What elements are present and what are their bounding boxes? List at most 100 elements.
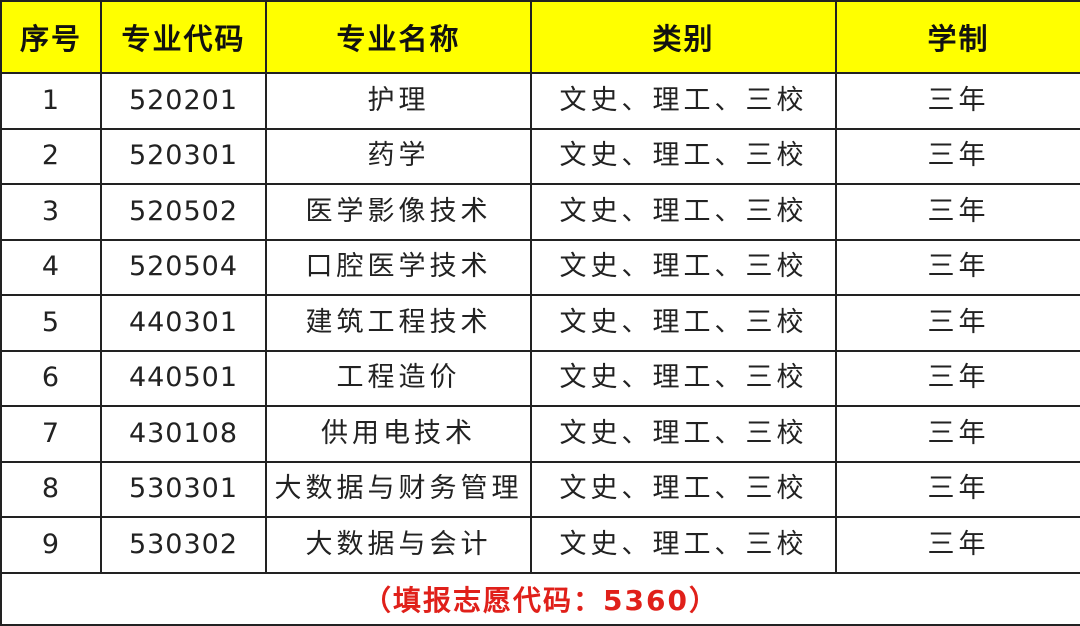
cell-text: 大数据与会计 [305, 528, 492, 560]
cell-text: 文史、理工、三校 [559, 195, 808, 227]
table-cell: 口腔医学技术 [265, 238, 532, 296]
table-cell: 三年 [835, 72, 1080, 130]
cell-text: 530302 [128, 528, 239, 560]
table-cell: 三年 [835, 127, 1080, 185]
table-cell: 文史、理工、三校 [530, 460, 837, 518]
table-cell: 三年 [835, 183, 1080, 241]
table-cell: 2 [0, 127, 102, 185]
cell-text: 三年 [927, 195, 990, 227]
cell-text: 9 [41, 528, 61, 560]
cell-text: 三年 [927, 306, 990, 338]
table-cell: 520504 [100, 238, 267, 296]
cell-text: 文史、理工、三校 [559, 251, 808, 283]
table-row: 4 520504 口腔医学技术 文史、理工、三校 三年 [0, 238, 1080, 296]
cell-text: 文史、理工、三校 [559, 362, 808, 394]
cell-text: 文史、理工、三校 [559, 306, 808, 338]
table-cell: 7 [0, 405, 102, 463]
cell-text: 7 [41, 417, 61, 449]
table-cell: 文史、理工、三校 [530, 72, 837, 130]
table-row: 2 520301 药学 文史、理工、三校 三年 [0, 127, 1080, 185]
cell-text: 文史、理工、三校 [559, 84, 808, 116]
cell-text: 供用电技术 [321, 417, 476, 449]
cell-text: 三年 [927, 528, 990, 560]
cell-text: 440301 [128, 306, 239, 338]
table-cell: 文史、理工、三校 [530, 183, 837, 241]
table-cell: 供用电技术 [265, 405, 532, 463]
cell-text: 三年 [927, 417, 990, 449]
header-cell: 序号 [0, 0, 102, 74]
footer-note: （填报志愿代码：5360） [0, 571, 1080, 626]
table-cell: 大数据与会计 [265, 516, 532, 574]
cell-text: 医学影像技术 [305, 195, 492, 227]
table-cell: 520301 [100, 127, 267, 185]
table-cell: 520502 [100, 183, 267, 241]
cell-text: 6 [41, 362, 61, 394]
header-cell: 专业代码 [100, 0, 267, 74]
table-cell: 文史、理工、三校 [530, 127, 837, 185]
table-cell: 530302 [100, 516, 267, 574]
cell-text: 口腔医学技术 [305, 251, 492, 283]
table-cell: 文史、理工、三校 [530, 516, 837, 574]
table-cell: 药学 [265, 127, 532, 185]
cell-text: 文史、理工、三校 [559, 528, 808, 560]
table-row: 7 430108 供用电技术 文史、理工、三校 三年 [0, 405, 1080, 463]
table-cell: 430108 [100, 405, 267, 463]
cell-text: 2 [41, 140, 61, 172]
table-row: 6 440501 工程造价 文史、理工、三校 三年 [0, 349, 1080, 407]
table-cell: 440501 [100, 349, 267, 407]
cell-text: 5 [41, 306, 61, 338]
table-row: 5 440301 建筑工程技术 文史、理工、三校 三年 [0, 294, 1080, 352]
cell-text: 520504 [128, 251, 239, 283]
table-cell: 5 [0, 294, 102, 352]
table-cell: 三年 [835, 405, 1080, 463]
header-cell: 类别 [530, 0, 837, 74]
table-cell: 文史、理工、三校 [530, 349, 837, 407]
table-cell: 护理 [265, 72, 532, 130]
table-cell: 文史、理工、三校 [530, 294, 837, 352]
cell-text: 建筑工程技术 [305, 306, 492, 338]
table-row: 1 520201 护理 文史、理工、三校 三年 [0, 72, 1080, 130]
table-body: 1 520201 护理 文史、理工、三校 三年 2 520301 药学 文史、理工、三校 三年 3 5… [0, 72, 1080, 626]
cell-text: 530301 [128, 473, 239, 505]
cell-text: 3 [41, 195, 61, 227]
header-cell: 学制 [835, 0, 1080, 74]
table-cell: 6 [0, 349, 102, 407]
table-cell: 4 [0, 238, 102, 296]
table-cell: 工程造价 [265, 349, 532, 407]
cell-text: 三年 [927, 362, 990, 394]
table-cell: 文史、理工、三校 [530, 238, 837, 296]
table-row: 9 530302 大数据与会计 文史、理工、三校 三年 [0, 516, 1080, 574]
table-cell: 1 [0, 72, 102, 130]
header-cell: 专业名称 [265, 0, 532, 74]
table-cell: 医学影像技术 [265, 183, 532, 241]
cell-text: 440501 [128, 362, 239, 394]
cell-text: 护理 [367, 84, 430, 116]
cell-text: 4 [41, 251, 61, 283]
cell-text: 大数据与财务管理 [274, 473, 523, 505]
table-cell: 三年 [835, 349, 1080, 407]
table-cell: 三年 [835, 294, 1080, 352]
cell-text: 工程造价 [336, 362, 461, 394]
table-row: 8 530301 大数据与财务管理 文史、理工、三校 三年 [0, 460, 1080, 518]
cell-text: 文史、理工、三校 [559, 473, 808, 505]
table-cell: 大数据与财务管理 [265, 460, 532, 518]
table-cell: 三年 [835, 238, 1080, 296]
table-cell: 520201 [100, 72, 267, 130]
cell-text: 8 [41, 473, 61, 505]
table-cell: 建筑工程技术 [265, 294, 532, 352]
table-cell: 530301 [100, 460, 267, 518]
cell-text: 三年 [927, 84, 990, 116]
cell-text: 1 [41, 84, 61, 116]
cell-text: 520201 [128, 84, 239, 116]
cell-text: 三年 [927, 140, 990, 172]
cell-text: 三年 [927, 473, 990, 505]
table-cell: 三年 [835, 516, 1080, 574]
cell-text: 文史、理工、三校 [559, 140, 808, 172]
footer-row: （填报志愿代码：5360） [0, 571, 1080, 626]
cell-text: 520301 [128, 140, 239, 172]
table-cell: 文史、理工、三校 [530, 405, 837, 463]
cell-text: 文史、理工、三校 [559, 417, 808, 449]
table-row: 3 520502 医学影像技术 文史、理工、三校 三年 [0, 183, 1080, 241]
